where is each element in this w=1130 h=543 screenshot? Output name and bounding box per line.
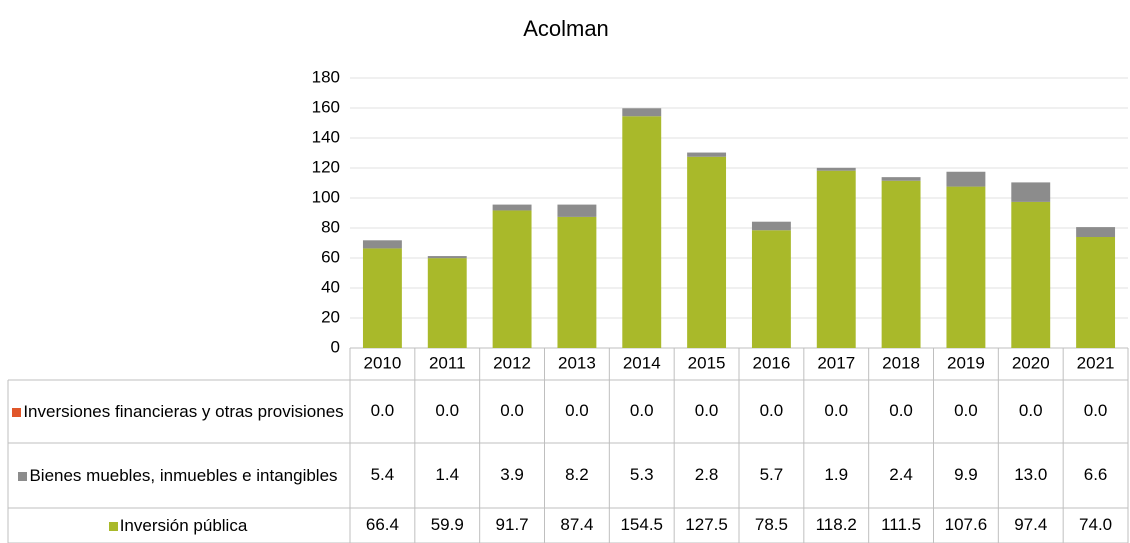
x-tick-label: 2015 <box>688 353 726 372</box>
bar-segment <box>1076 237 1116 348</box>
bar-segment <box>1076 227 1116 237</box>
table-value: 59.9 <box>431 515 464 534</box>
legend-label: Bienes muebles, inmuebles e intangibles <box>29 466 338 485</box>
table-value: 2.4 <box>889 465 913 484</box>
bar-segment <box>362 248 402 348</box>
table-value: 87.4 <box>560 515 593 534</box>
bar-segment <box>1011 182 1051 202</box>
table-value: 66.4 <box>366 515 399 534</box>
table-value: 0.0 <box>435 401 459 420</box>
bar-segment <box>687 152 727 157</box>
table-value: 0.0 <box>954 401 978 420</box>
y-tick-label: 80 <box>321 217 340 236</box>
bar-segment <box>622 108 662 117</box>
bar-segment <box>557 216 597 348</box>
table-value: 154.5 <box>620 515 663 534</box>
legend-item: Inversiones financieras y otras provisio… <box>10 380 346 443</box>
bar-segment <box>622 116 662 348</box>
legend-swatch <box>18 472 28 482</box>
bar-segment <box>427 258 467 348</box>
y-tick-label: 0 <box>331 337 340 356</box>
x-tick-label: 2021 <box>1077 353 1115 372</box>
x-tick-label: 2018 <box>882 353 920 372</box>
y-tick-label: 120 <box>312 157 340 176</box>
table-value: 0.0 <box>1084 401 1108 420</box>
table-value: 6.6 <box>1084 465 1108 484</box>
bar-segment <box>816 170 856 348</box>
table-value: 118.2 <box>816 515 857 534</box>
x-tick-label: 2013 <box>558 353 596 372</box>
table-value: 13.0 <box>1014 465 1047 484</box>
legend-swatch <box>108 522 118 532</box>
bar-segment <box>816 167 856 171</box>
table-value: 3.9 <box>500 465 524 484</box>
bar-segment <box>751 230 791 348</box>
bar-segment <box>492 204 532 211</box>
table-value: 0.0 <box>695 401 719 420</box>
x-tick-label: 2011 <box>429 353 466 372</box>
x-tick-label: 2017 <box>817 353 855 372</box>
table-value: 0.0 <box>760 401 784 420</box>
legend-entry: Inversiones financieras y otras provisio… <box>12 401 344 422</box>
x-tick-label: 2020 <box>1012 353 1050 372</box>
legend-label: Inversión pública <box>119 516 248 535</box>
bar-segment <box>881 177 921 181</box>
table-value: 0.0 <box>565 401 589 420</box>
x-tick-label: 2010 <box>364 353 402 372</box>
y-tick-label: 140 <box>312 127 340 146</box>
table-value: 1.4 <box>435 465 459 484</box>
bar-segment <box>946 171 986 187</box>
table-value: 78.5 <box>755 515 788 534</box>
x-tick-label: 2016 <box>753 353 791 372</box>
y-tick-label: 60 <box>321 247 340 266</box>
table-value: 74.0 <box>1079 515 1112 534</box>
legend-item: Inversión pública <box>10 508 346 543</box>
table-value: 2.8 <box>695 465 719 484</box>
table-value: 9.9 <box>954 465 978 484</box>
table-value: 111.5 <box>881 515 921 534</box>
y-tick-label: 20 <box>321 307 340 326</box>
bar-segment <box>881 180 921 348</box>
y-tick-label: 160 <box>312 97 340 116</box>
table-value: 91.7 <box>496 515 529 534</box>
bar-segment <box>1011 201 1051 348</box>
table-value: 0.0 <box>630 401 654 420</box>
chart-title: Acolman <box>523 16 609 41</box>
table-value: 0.0 <box>889 401 913 420</box>
table-value: 5.7 <box>760 465 784 484</box>
legend-swatch <box>12 408 22 418</box>
bar-segment <box>492 210 532 348</box>
legend-item: Bienes muebles, inmuebles e intangibles <box>10 443 346 508</box>
table-value: 0.0 <box>824 401 848 420</box>
x-tick-label: 2014 <box>623 353 661 372</box>
bar-segment <box>687 156 727 348</box>
table-value: 0.0 <box>1019 401 1043 420</box>
table-value: 127.5 <box>685 515 728 534</box>
x-tick-label: 2012 <box>493 353 531 372</box>
table-value: 8.2 <box>565 465 589 484</box>
bar-segment <box>946 186 986 348</box>
legend-label: Inversiones financieras y otras provisio… <box>23 402 344 421</box>
legend-entry: Inversión pública <box>108 515 248 536</box>
table-value: 1.9 <box>824 465 848 484</box>
table-value: 107.6 <box>945 515 988 534</box>
y-tick-label: 100 <box>312 187 340 206</box>
table-value: 97.4 <box>1014 515 1047 534</box>
table-value: 5.4 <box>371 465 395 484</box>
bar-segment <box>557 204 597 217</box>
table-value: 0.0 <box>371 401 395 420</box>
bar-segment <box>751 221 791 231</box>
x-tick-label: 2019 <box>947 353 985 372</box>
bar-segment <box>362 240 402 249</box>
table-value: 0.0 <box>500 401 524 420</box>
legend-entry: Bienes muebles, inmuebles e intangibles <box>18 465 338 486</box>
bar-segment <box>427 256 467 259</box>
y-tick-label: 40 <box>321 277 340 296</box>
y-tick-label: 180 <box>312 67 340 86</box>
table-value: 5.3 <box>630 465 654 484</box>
